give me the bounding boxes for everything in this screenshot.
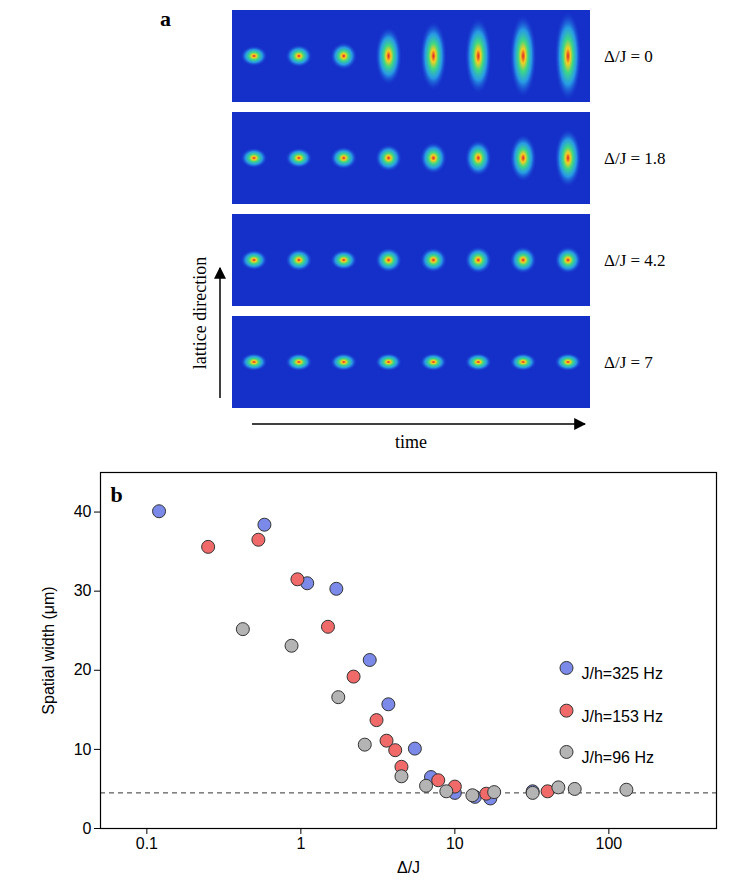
svg-text:40: 40 <box>74 503 92 520</box>
svg-text:Δ/J = 0: Δ/J = 0 <box>604 47 653 66</box>
svg-text:100: 100 <box>596 835 623 852</box>
svg-text:Δ/J = 7: Δ/J = 7 <box>604 353 653 372</box>
svg-text:J/h=96 Hz: J/h=96 Hz <box>582 749 654 766</box>
svg-text:20: 20 <box>74 661 92 678</box>
svg-text:0: 0 <box>83 820 92 837</box>
svg-text:b: b <box>111 482 123 507</box>
svg-text:0.1: 0.1 <box>136 835 158 852</box>
svg-text:J/h=325 Hz: J/h=325 Hz <box>582 665 663 682</box>
svg-text:10: 10 <box>446 835 464 852</box>
svg-text:1: 1 <box>296 835 305 852</box>
svg-text:Δ/J = 1.8: Δ/J = 1.8 <box>604 149 666 168</box>
svg-text:Δ/J: Δ/J <box>397 859 420 876</box>
svg-text:lattice direction: lattice direction <box>190 257 210 369</box>
svg-text:J/h=153 Hz: J/h=153 Hz <box>582 708 663 725</box>
svg-text:10: 10 <box>74 741 92 758</box>
svg-text:Δ/J = 4.2: Δ/J = 4.2 <box>604 251 666 270</box>
svg-text:a: a <box>160 6 171 31</box>
svg-text:Spatial width (μm): Spatial width (μm) <box>40 586 57 714</box>
svg-text:time: time <box>395 432 427 452</box>
svg-text:30: 30 <box>74 582 92 599</box>
